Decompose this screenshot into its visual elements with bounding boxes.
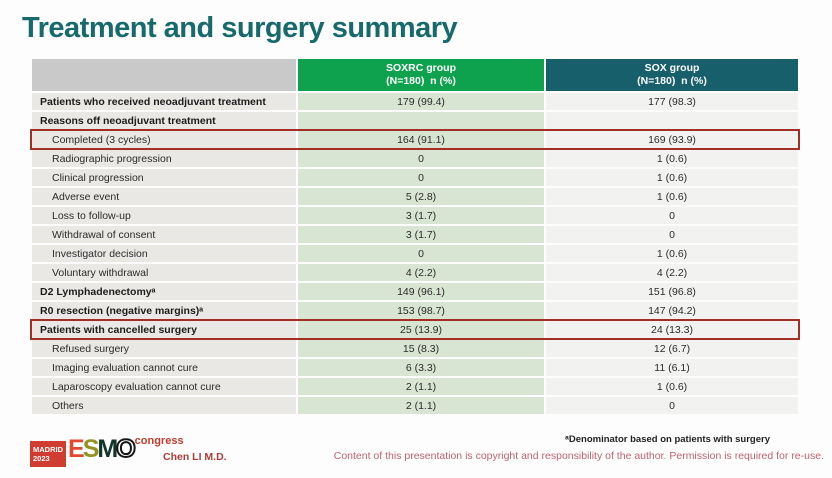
row-soxrc-value: 3 (1.7): [298, 207, 544, 224]
table-header: SOXRC group (N=180) n (%) SOX group (N=1…: [32, 59, 798, 91]
row-label: Others: [32, 397, 296, 414]
year-label: 2023: [33, 454, 50, 463]
table-row: Withdrawal of consent 3 (1.7) 0: [32, 226, 798, 243]
row-soxrc-value: 149 (96.1): [298, 283, 544, 300]
row-soxrc-value: 2 (1.1): [298, 378, 544, 395]
soxrc-group-label: SOXRC group: [386, 61, 456, 74]
row-sox-value: 0: [546, 207, 798, 224]
row-label: Voluntary withdrawal: [32, 264, 296, 281]
page-title: Treatment and surgery summary: [22, 12, 458, 44]
row-label: Investigator decision: [32, 245, 296, 262]
table-row: Refused surgery 15 (8.3) 12 (6.7): [32, 340, 798, 357]
row-sox-value: 1 (0.6): [546, 378, 798, 395]
row-sox-value: 169 (93.9): [546, 131, 798, 148]
table-row: Reasons off neoadjuvant treatment: [32, 112, 798, 129]
esmo-congress-logo: MADRID 2023 E S M O congress: [30, 435, 184, 467]
madrid-label: MADRID: [33, 445, 63, 454]
footnote: ᵃDenominator based on patients with surg…: [565, 434, 770, 445]
row-sox-value: 1 (0.6): [546, 245, 798, 262]
header-empty-cell: [32, 59, 296, 91]
row-sox-value: 177 (98.3): [546, 93, 798, 110]
row-sox-value: 11 (6.1): [546, 359, 798, 376]
row-label: Completed (3 cycles): [32, 131, 296, 148]
row-soxrc-value: [298, 112, 544, 129]
table-row: Voluntary withdrawal 4 (2.2) 4 (2.2): [32, 264, 798, 281]
row-sox-value: 24 (13.3): [546, 321, 798, 338]
table-row: Adverse event 5 (2.8) 1 (0.6): [32, 188, 798, 205]
table-row: Imaging evaluation cannot cure 6 (3.3) 1…: [32, 359, 798, 376]
congress-label: congress: [134, 435, 184, 447]
row-label: Patients with cancelled surgery: [32, 321, 296, 338]
row-soxrc-value: 0: [298, 169, 544, 186]
esmo-letter-o: O: [115, 435, 137, 463]
table-body: Patients who received neoadjuvant treatm…: [30, 93, 800, 414]
table-row: Patients who received neoadjuvant treatm…: [32, 93, 798, 110]
table-row: Completed (3 cycles) 164 (91.1) 169 (93.…: [30, 129, 800, 150]
row-soxrc-value: 0: [298, 150, 544, 167]
row-sox-value: 0: [546, 226, 798, 243]
row-soxrc-value: 153 (98.7): [298, 302, 544, 319]
table-row: Patients with cancelled surgery 25 (13.9…: [30, 319, 800, 340]
sox-group-label: SOX group: [644, 61, 700, 74]
table-row: Laparoscopy evaluation cannot cure 2 (1.…: [32, 378, 798, 395]
esmo-letter-e: E: [68, 435, 85, 463]
row-label: R0 resection (negative margins)ᵃ: [32, 302, 296, 319]
row-label: Patients who received neoadjuvant treatm…: [32, 93, 296, 110]
row-sox-value: 147 (94.2): [546, 302, 798, 319]
row-label: Reasons off neoadjuvant treatment: [32, 112, 296, 129]
madrid-2023-badge: MADRID 2023: [30, 441, 66, 467]
table-row: Others 2 (1.1) 0: [32, 397, 798, 414]
row-soxrc-value: 15 (8.3): [298, 340, 544, 357]
treatment-summary-table: SOXRC group (N=180) n (%) SOX group (N=1…: [30, 57, 800, 416]
row-soxrc-value: 164 (91.1): [298, 131, 544, 148]
row-soxrc-value: 3 (1.7): [298, 226, 544, 243]
table-row: R0 resection (negative margins)ᵃ 153 (98…: [32, 302, 798, 319]
table-row: Radiographic progression 0 1 (0.6): [32, 150, 798, 167]
copyright-notice: Content of this presentation is copyrigh…: [333, 450, 824, 462]
row-label: Loss to follow-up: [32, 207, 296, 224]
row-label: D2 Lymphadenectomyᵃ: [32, 283, 296, 300]
row-sox-value: 12 (6.7): [546, 340, 798, 357]
sox-group-sublabel: (N=180) n (%): [637, 75, 707, 87]
esmo-letter-m: M: [97, 435, 118, 463]
row-sox-value: 1 (0.6): [546, 169, 798, 186]
table-row: Clinical progression 0 1 (0.6): [32, 169, 798, 186]
row-sox-value: [546, 112, 798, 129]
row-label: Adverse event: [32, 188, 296, 205]
row-soxrc-value: 2 (1.1): [298, 397, 544, 414]
row-label: Refused surgery: [32, 340, 296, 357]
row-sox-value: 1 (0.6): [546, 150, 798, 167]
row-label: Laparoscopy evaluation cannot cure: [32, 378, 296, 395]
author-name: Chen LI M.D.: [163, 451, 227, 463]
row-soxrc-value: 6 (3.3): [298, 359, 544, 376]
row-soxrc-value: 0: [298, 245, 544, 262]
header-soxrc-group: SOXRC group (N=180) n (%): [298, 59, 544, 91]
esmo-letters: E S M O: [68, 435, 137, 463]
row-soxrc-value: 25 (13.9): [298, 321, 544, 338]
row-soxrc-value: 179 (99.4): [298, 93, 544, 110]
row-label: Imaging evaluation cannot cure: [32, 359, 296, 376]
table-row: Loss to follow-up 3 (1.7) 0: [32, 207, 798, 224]
row-soxrc-value: 5 (2.8): [298, 188, 544, 205]
row-sox-value: 0: [546, 397, 798, 414]
soxrc-group-sublabel: (N=180) n (%): [386, 75, 456, 87]
table-row: D2 Lymphadenectomyᵃ 149 (96.1) 151 (96.8…: [32, 283, 798, 300]
row-sox-value: 4 (2.2): [546, 264, 798, 281]
header-row: SOXRC group (N=180) n (%) SOX group (N=1…: [32, 59, 798, 91]
table-row: Investigator decision 0 1 (0.6): [32, 245, 798, 262]
row-label: Clinical progression: [32, 169, 296, 186]
row-label: Withdrawal of consent: [32, 226, 296, 243]
esmo-letter-s: S: [82, 435, 100, 463]
row-soxrc-value: 4 (2.2): [298, 264, 544, 281]
header-sox-group: SOX group (N=180) n (%): [546, 59, 798, 91]
row-sox-value: 151 (96.8): [546, 283, 798, 300]
row-label: Radiographic progression: [32, 150, 296, 167]
row-sox-value: 1 (0.6): [546, 188, 798, 205]
